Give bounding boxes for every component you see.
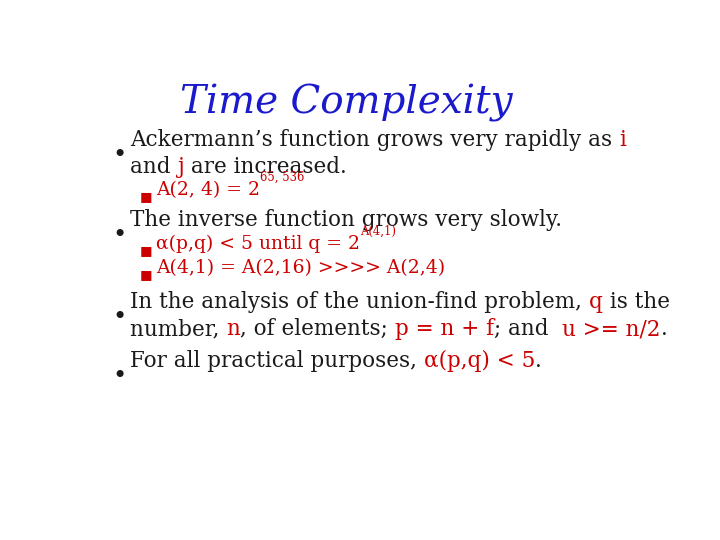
Text: ■: ■	[140, 268, 153, 281]
Text: The inverse function grows very slowly.: The inverse function grows very slowly.	[130, 209, 562, 231]
Text: number,: number,	[130, 318, 226, 340]
Text: , of elements;: , of elements;	[240, 318, 395, 340]
Text: α(p,q) < 5 until q = 2: α(p,q) < 5 until q = 2	[156, 235, 360, 253]
Text: •: •	[112, 224, 127, 247]
Text: u >= n/2: u >= n/2	[562, 318, 661, 340]
Text: ; and: ; and	[494, 318, 562, 340]
Text: .: .	[535, 350, 542, 372]
Text: In the analysis of the union-find problem,: In the analysis of the union-find proble…	[130, 291, 589, 313]
Text: ■: ■	[140, 245, 153, 258]
Text: n: n	[226, 318, 240, 340]
Text: ■: ■	[140, 191, 153, 204]
Text: is the: is the	[603, 291, 670, 313]
Text: p = n + f: p = n + f	[395, 318, 494, 340]
Text: •: •	[112, 144, 127, 167]
Text: α(p,q) < 5: α(p,q) < 5	[424, 350, 535, 372]
Text: •: •	[112, 306, 127, 329]
Text: .: .	[661, 318, 667, 340]
Text: 65, 536: 65, 536	[260, 171, 305, 184]
Text: j: j	[178, 156, 184, 178]
Text: A(2, 4) = 2: A(2, 4) = 2	[156, 181, 260, 199]
Text: and: and	[130, 156, 178, 178]
Text: A(4,1) = A(2,16) >>>> A(2,4): A(4,1) = A(2,16) >>>> A(2,4)	[156, 260, 445, 278]
Text: Time Complexity: Time Complexity	[181, 84, 513, 122]
Text: For all practical purposes,: For all practical purposes,	[130, 350, 424, 372]
Text: q: q	[589, 291, 603, 313]
Text: •: •	[112, 365, 127, 388]
Text: A(4,1): A(4,1)	[360, 225, 396, 238]
Text: are increased.: are increased.	[184, 156, 347, 178]
Text: Ackermann’s function grows very rapidly as: Ackermann’s function grows very rapidly …	[130, 129, 619, 151]
Text: i: i	[619, 129, 626, 151]
